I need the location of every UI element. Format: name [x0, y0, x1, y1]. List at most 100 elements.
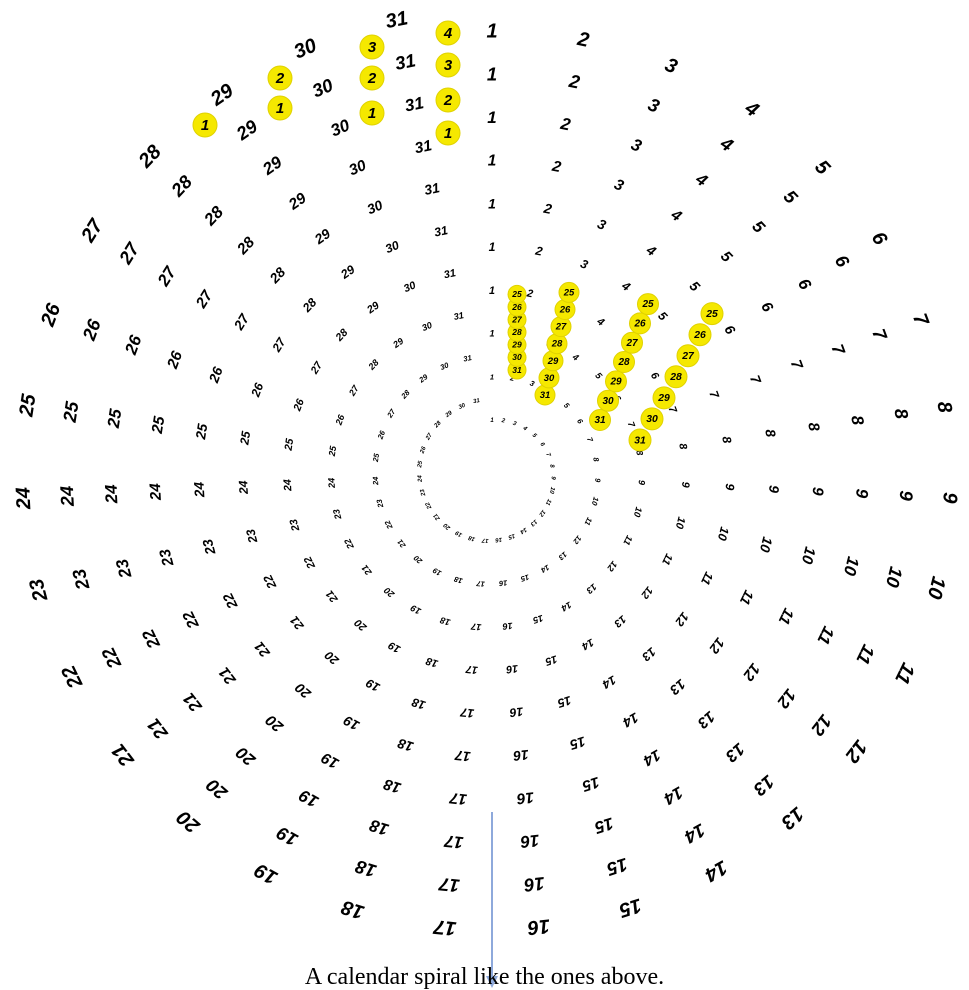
spiral-day-label: 23 — [288, 518, 303, 534]
spiral-day-label: 13 — [584, 582, 598, 596]
spiral-day-label: 26 — [375, 429, 387, 442]
spiral-day-label: 14 — [560, 600, 574, 614]
spiral-day-label: 28 — [166, 170, 197, 201]
spiral-day-label: 4 — [740, 97, 763, 122]
highlight-badge-label: 27 — [625, 338, 638, 349]
spiral-day-label: 5 — [748, 217, 769, 237]
highlight-badge-label: 27 — [555, 322, 567, 333]
spiral-day-label: 14 — [640, 746, 664, 769]
spiral-day-label: 4 — [691, 169, 711, 191]
spiral-day-label: 19 — [364, 676, 383, 695]
spiral-day-label: 18 — [467, 534, 476, 542]
spiral-day-label: 27 — [425, 432, 434, 442]
spiral-day-label: 23 — [25, 576, 52, 604]
spiral-day-label: 14 — [518, 526, 527, 535]
spiral-day-label: 13 — [667, 676, 689, 698]
spiral-day-label: 5 — [780, 186, 803, 208]
spiral-day-label: 8 — [548, 464, 555, 469]
spiral-day-label: 28 — [433, 420, 443, 430]
spiral-day-label: 25 — [282, 437, 296, 453]
spiral-day-label: 9 — [852, 488, 871, 499]
spiral-day-label: 30 — [402, 279, 418, 295]
spiral-day-label: 5 — [531, 433, 538, 440]
spiral-day-label: 1 — [487, 108, 496, 127]
highlight-badge-label: 25 — [563, 287, 575, 298]
spiral-day-label: 26 — [419, 445, 428, 455]
spiral-day-label: 19 — [431, 565, 443, 577]
spiral-day-label: 14 — [580, 636, 596, 652]
spiral-day-label: 23 — [68, 566, 94, 593]
spiral-day-label: 26 — [333, 412, 347, 427]
spiral-day-label: 20 — [173, 806, 205, 838]
spiral-day-label: 16 — [516, 788, 535, 807]
spiral-day-label: 25 — [193, 422, 210, 441]
highlight-badge-label: 29 — [609, 377, 622, 388]
highlight-badge — [652, 386, 676, 410]
spiral-day-label: 25 — [327, 444, 339, 457]
spiral-day-label: 9 — [679, 481, 691, 488]
spiral-day-label: 19 — [454, 529, 463, 538]
spiral-day-label: 22 — [302, 554, 318, 571]
spiral-day-label: 25 — [104, 407, 126, 430]
top-badge — [435, 52, 461, 78]
spiral-day-label: 6 — [575, 417, 585, 426]
spiral-day-label: 31 — [433, 223, 449, 239]
highlight-badge-label: 26 — [693, 330, 706, 341]
spiral-day-label: 2 — [550, 158, 563, 177]
spiral-day-label: 5 — [717, 248, 736, 266]
spiral-day-label: 20 — [382, 585, 397, 600]
highlight-badge-label: 27 — [511, 314, 523, 324]
spiral-day-label: 21 — [251, 639, 273, 661]
spiral-day-label: 24 — [147, 482, 165, 501]
spiral-day-label: 19 — [341, 713, 362, 734]
spiral-day-label: 24 — [236, 480, 251, 495]
spiral-day-label: 19 — [272, 822, 301, 851]
spiral-day-label: 17 — [437, 874, 460, 897]
spiral-day-label: 12 — [537, 508, 546, 517]
spiral-day-label: 10 — [715, 525, 732, 542]
highlight-badge-label: 29 — [657, 393, 670, 404]
highlight-badge — [507, 284, 527, 304]
highlight-badge-label: 28 — [511, 327, 522, 337]
highlight-badge-label: 31 — [634, 435, 646, 446]
spiral-day-label: 3 — [578, 257, 590, 273]
spiral-day-label: 31 — [393, 49, 417, 74]
spiral-day-label: 11 — [583, 516, 595, 527]
spiral-day-label: 7 — [666, 405, 680, 416]
spiral-day-label: 13 — [528, 518, 537, 527]
spiral-day-label: 22 — [382, 518, 395, 531]
spiral-day-label: 18 — [338, 895, 367, 923]
top-badge-label: 1 — [444, 125, 452, 142]
highlight-badge-label: 28 — [551, 339, 563, 350]
top-badge-label: 2 — [367, 70, 377, 87]
spiral-day-label: 30 — [346, 157, 369, 180]
highlight-badge-label: 29 — [511, 340, 522, 350]
spiral-day-label: 9 — [550, 476, 556, 480]
spiral-day-label: 27 — [346, 383, 361, 399]
spiral-day-label: 29 — [444, 410, 454, 420]
spiral-day-label: 9 — [593, 478, 602, 483]
spiral-day-label: 16 — [522, 873, 545, 896]
spiral-day-label: 27 — [269, 334, 289, 355]
spiral-day-label: 23 — [200, 537, 219, 557]
highlight-badge-label: 31 — [540, 390, 551, 401]
spiral-day-label: 1 — [486, 21, 497, 43]
spiral-day-label: 6 — [867, 228, 892, 250]
top-badge-label: 4 — [443, 25, 453, 42]
spiral-day-label: 11 — [813, 623, 838, 647]
spiral-day-label: 26 — [121, 332, 146, 358]
top-badge-label: 1 — [276, 100, 284, 117]
spiral-day-label: 14 — [620, 710, 641, 731]
spiral-day-label: 27 — [231, 310, 253, 333]
top-badge-label: 1 — [201, 117, 209, 134]
spiral-day-label: 10 — [882, 565, 908, 591]
spiral-day-label: 23 — [331, 508, 343, 521]
spiral-day-label: 4 — [643, 242, 659, 259]
spiral-day-label: 27 — [153, 262, 180, 290]
spiral-day-label: 20 — [232, 743, 260, 771]
spiral-day-label: 11 — [852, 642, 879, 668]
spiral-day-label: 9 — [766, 485, 781, 494]
spiral-day-label: 19 — [250, 858, 281, 888]
highlight-badge — [640, 407, 664, 431]
spiral-day-label: 29 — [206, 79, 238, 111]
